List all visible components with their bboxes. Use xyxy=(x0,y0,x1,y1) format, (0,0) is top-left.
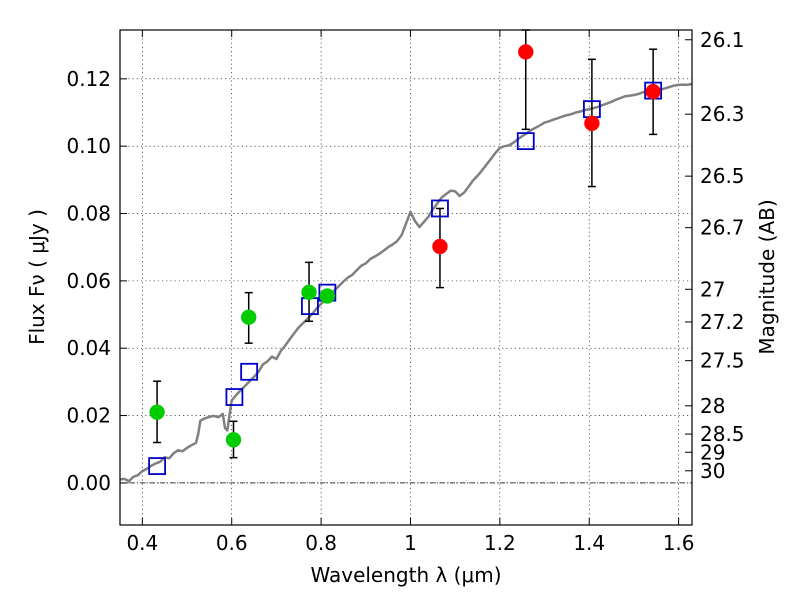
y-tick-label: 0.08 xyxy=(66,202,111,226)
plot-frame xyxy=(119,29,693,526)
observed-point-green xyxy=(319,288,336,304)
model-photometry-square xyxy=(240,362,259,381)
y2-tick-label: 26.7 xyxy=(700,216,745,240)
observed-point-green xyxy=(240,309,257,325)
observed-point-red xyxy=(645,83,661,100)
y2-tick-label: 29 xyxy=(700,440,725,464)
x-tick-label: 0.6 xyxy=(216,531,248,555)
y-axis-title: Flux Fν ( μJy ) xyxy=(25,209,49,345)
tick-labels: 0.4 0.6 0.8 1 1.2 1.4 1.6 0.00 0.02 0.04 0.06 0.08 0… xyxy=(66,28,744,555)
y-tick-label: 0.12 xyxy=(66,67,111,91)
y2-tick-label: 26.1 xyxy=(700,28,745,52)
y2-tick-label: 26.5 xyxy=(700,164,745,188)
x-tick-label: 0.8 xyxy=(305,531,337,555)
x-tick-label: 0.4 xyxy=(126,531,158,555)
model-photometry-square xyxy=(148,457,166,475)
y2-tick-label: 26.3 xyxy=(700,102,745,126)
grid-lines xyxy=(120,30,692,525)
y-tick-label: 0.06 xyxy=(66,269,111,293)
x-tick-label: 1 xyxy=(404,531,417,555)
model-photometry-square xyxy=(225,388,244,406)
y-tick-label: 0.04 xyxy=(66,336,111,360)
axis-ticks xyxy=(120,30,692,525)
model-photometry-square xyxy=(516,132,535,151)
observed-point-green xyxy=(301,284,317,301)
y2-tick-label: 30 xyxy=(700,459,725,483)
observed-point-red xyxy=(518,44,534,60)
plot-background xyxy=(120,30,692,525)
observed-point-green xyxy=(149,404,165,420)
y2-tick-label: 27.5 xyxy=(700,349,745,373)
y-tick-label: 0.00 xyxy=(66,471,111,495)
observed-point-red xyxy=(432,238,448,255)
y2-tick-label: 27.2 xyxy=(700,310,745,334)
y-tick-label: 0.02 xyxy=(66,404,111,428)
x-tick-label: 1.6 xyxy=(663,531,695,555)
y2-tick-label: 28 xyxy=(700,394,725,418)
data-markers xyxy=(148,44,663,475)
model-spectrum-line xyxy=(119,82,693,483)
observed-point-green xyxy=(225,432,242,448)
observed-point-red xyxy=(584,115,600,132)
model-spectrum xyxy=(119,82,693,483)
x-tick-label: 1.4 xyxy=(573,531,605,555)
y2-axis-title: Magnitude (AB) xyxy=(755,199,779,354)
y-tick-label: 0.10 xyxy=(66,134,111,158)
y2-tick-label: 27 xyxy=(700,277,725,301)
x-axis-title: Wavelength λ (μm) xyxy=(310,563,501,587)
y2-tick-label: 28.5 xyxy=(700,422,745,446)
x-tick-label: 1.2 xyxy=(484,531,516,555)
model-photometry-square xyxy=(431,199,449,218)
